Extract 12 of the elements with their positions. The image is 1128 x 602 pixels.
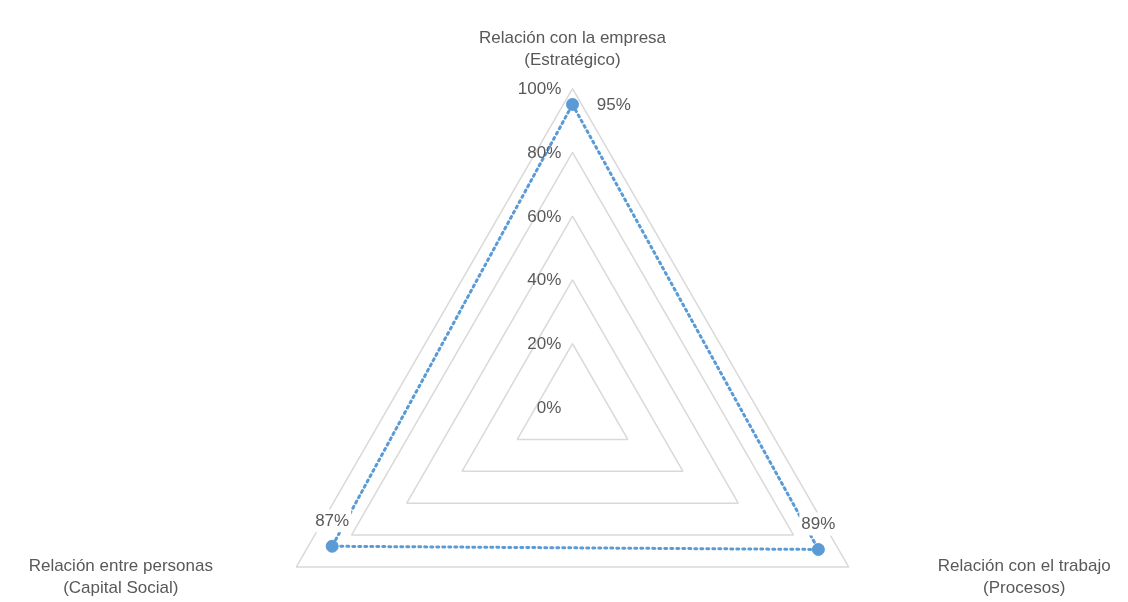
y-tick-label: 80% bbox=[527, 142, 562, 162]
y-tick-label: 100% bbox=[517, 79, 562, 98]
spoke-label: Relación entre personas (Capital Social) bbox=[28, 555, 213, 598]
data-label: 87% bbox=[315, 511, 350, 531]
y-tick-label: 40% bbox=[527, 270, 562, 290]
spoke-label: Relación con la empresa (Estratégico) bbox=[478, 27, 667, 70]
y-tick-label: 0% bbox=[536, 398, 562, 417]
data-label: 95% bbox=[596, 94, 631, 114]
y-tick-label: 60% bbox=[527, 206, 562, 226]
spoke-label: Relación con el trabajo (Procesos) bbox=[937, 555, 1111, 598]
data-label: 89% bbox=[801, 514, 836, 534]
y-tick-label: 20% bbox=[527, 334, 562, 354]
